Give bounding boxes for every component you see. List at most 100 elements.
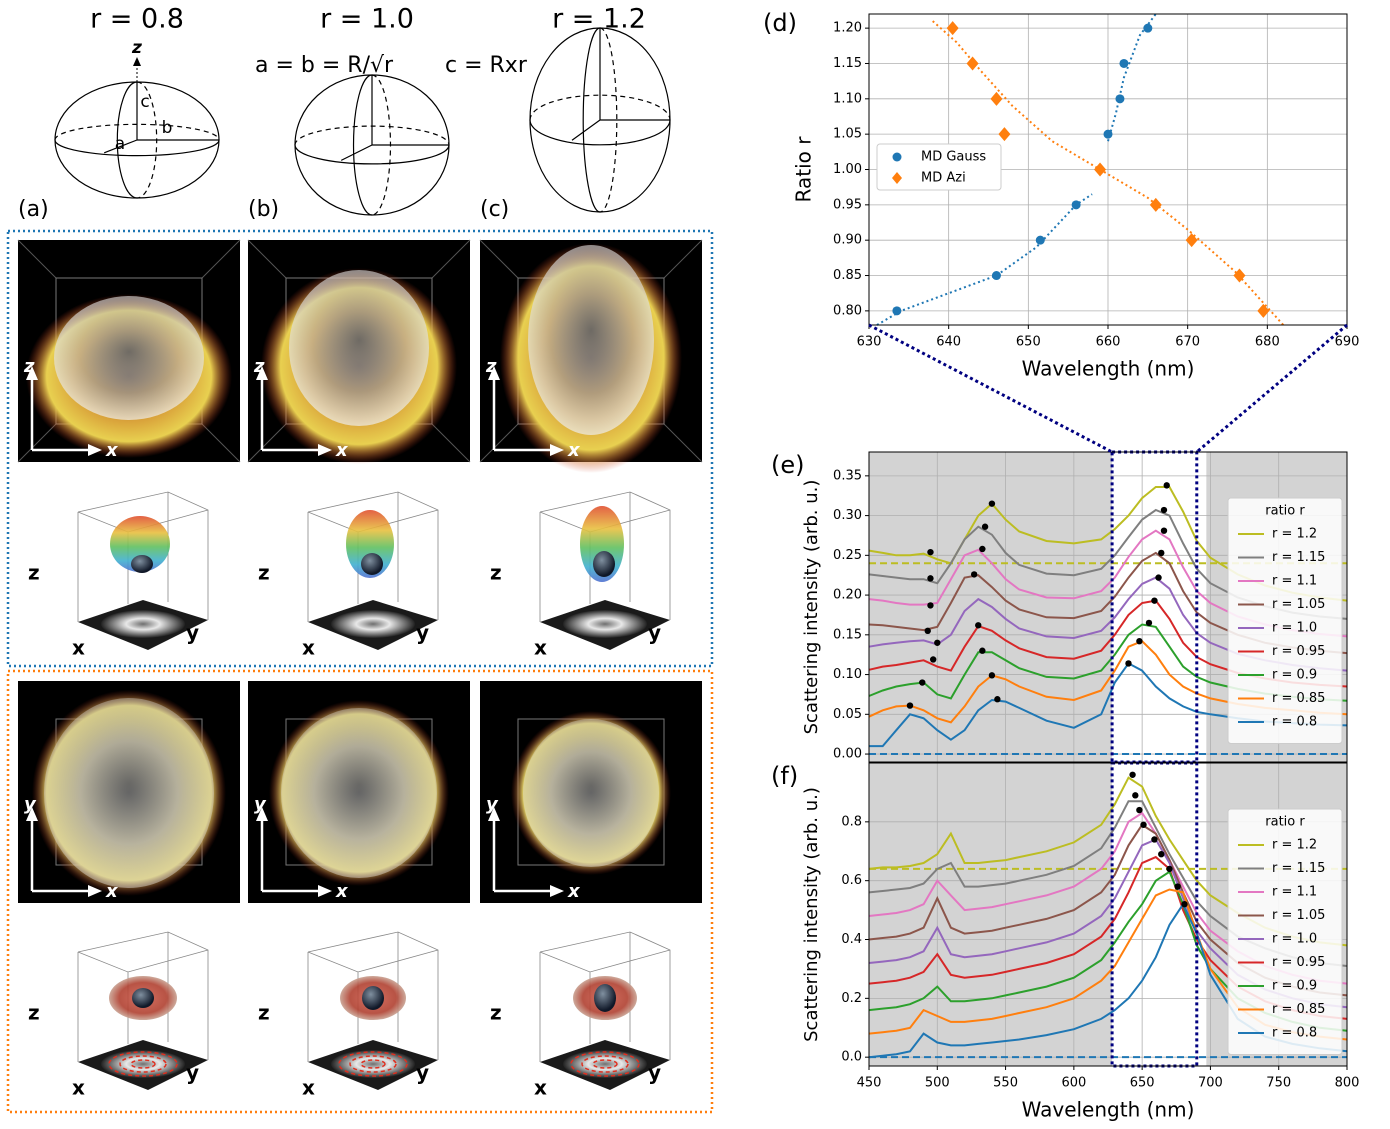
axis-label: y	[254, 794, 267, 815]
peak-dot	[979, 647, 986, 654]
floor-glow	[101, 1050, 185, 1078]
x-tick-label: 630	[857, 335, 882, 350]
core	[132, 988, 154, 1008]
axis-label: y	[486, 794, 499, 815]
current-ring	[119, 1055, 167, 1073]
axis-label: y	[186, 621, 199, 645]
peak-dot	[1160, 527, 1168, 534]
equator-front	[54, 139, 220, 157]
y-tick-label: 0.8	[841, 814, 862, 829]
axis-arrows	[260, 370, 328, 452]
chart-0: 630 640 650 660 670 680 690 0.80 0.85 0.90 0.95 1.0…	[763, 9, 1359, 381]
x-tick-label: 670	[1175, 335, 1200, 350]
ellipsoid-axis-label: c	[140, 92, 149, 112]
marker	[1115, 94, 1125, 104]
ellipsoid-sketch	[294, 74, 450, 216]
floor-glow	[101, 610, 185, 638]
peak-dot	[934, 639, 941, 646]
legend-label: r = 0.85	[1272, 691, 1325, 706]
marker	[1119, 58, 1129, 68]
y-tick-label: 0.05	[833, 707, 862, 722]
legend-label: r = 0.95	[1272, 644, 1325, 659]
marker	[990, 91, 1003, 106]
particle	[44, 698, 214, 888]
marker	[1149, 197, 1162, 212]
curve	[868, 888, 1348, 1041]
y-tick-label: 0.30	[833, 508, 862, 523]
axis-label: x	[302, 636, 315, 660]
y-tick-label: 0.20	[833, 588, 862, 603]
peak-dot	[1140, 821, 1147, 828]
y-tick-label: 0.35	[833, 468, 862, 483]
legend-label: r = 1.15	[1272, 861, 1325, 876]
panel-label: (c)	[480, 197, 509, 222]
panel-title: r = 1.0	[320, 4, 414, 35]
peak-dot	[979, 545, 986, 553]
y-axis-label: Scattering intensity (arb. u.)	[801, 480, 822, 735]
ellipsoid-sketch	[54, 81, 220, 199]
semi-axes	[103, 82, 219, 154]
peak-dot	[981, 523, 989, 530]
marker	[892, 306, 902, 316]
marker	[1185, 233, 1198, 248]
legend-label: r = 1.15	[1272, 550, 1325, 565]
panel-title: r = 0.8	[90, 4, 184, 35]
marker	[1071, 200, 1081, 210]
marker	[1143, 23, 1153, 33]
peak-dot	[1151, 836, 1158, 843]
y-tick-label: 1.20	[833, 21, 862, 36]
peak-dot	[1158, 850, 1165, 858]
floor-glow	[563, 1050, 647, 1078]
x-tick-label: 680	[1255, 335, 1280, 350]
legend-label: MD Azi	[921, 171, 966, 186]
legend-box	[876, 143, 1002, 191]
azi-frame	[6, 669, 714, 1114]
peak-dot	[1151, 597, 1158, 604]
legend-box	[1227, 808, 1343, 1055]
x-axis-label: Wavelength (nm)	[1022, 357, 1195, 381]
curve	[868, 640, 1348, 724]
legend-label: r = 0.85	[1272, 1002, 1325, 1017]
legend-label: r = 0.8	[1272, 715, 1317, 730]
marker	[1233, 268, 1246, 283]
axis-label: z	[28, 561, 40, 585]
curve	[868, 486, 1348, 602]
clear-band	[1112, 763, 1207, 1066]
radiation-lobe	[110, 516, 170, 572]
cube-edges	[77, 931, 209, 1062]
peak-dot	[929, 656, 937, 663]
x-tick-label: 800	[1335, 1076, 1360, 1091]
peak-dot	[924, 627, 931, 635]
cube-edges	[307, 931, 439, 1062]
curve	[868, 800, 1348, 967]
axis-label: z	[485, 356, 497, 377]
arrowheads	[256, 366, 332, 456]
y-tick-label: 0.6	[841, 873, 862, 888]
axis-label: x	[567, 440, 581, 461]
legend-label: r = 0.9	[1272, 979, 1317, 994]
current-ring	[349, 1055, 397, 1073]
marker	[966, 56, 979, 71]
panel-label: (a)	[18, 197, 49, 222]
axis-label: x	[534, 1076, 547, 1100]
curve	[868, 576, 1348, 672]
equator-front	[294, 144, 450, 165]
peak-dot	[919, 679, 926, 686]
gauss-frame	[6, 229, 714, 668]
z-arrowhead	[133, 57, 141, 66]
core	[361, 553, 383, 575]
peak-dot	[927, 548, 934, 556]
y-tick-label: 0.00	[833, 747, 862, 762]
curve	[868, 811, 1348, 985]
legend-label: r = 1.0	[1272, 932, 1317, 947]
x-tick-label: 500	[925, 1076, 950, 1091]
legend-title: ratio r	[1265, 504, 1305, 519]
formula-c: c = Rxr	[445, 53, 528, 78]
axis-arrows	[30, 811, 98, 893]
peak-dot	[994, 696, 1001, 703]
current-ring	[130, 1059, 156, 1069]
legend-label: r = 1.1	[1272, 574, 1317, 589]
particle	[523, 719, 659, 867]
curve	[868, 838, 1348, 1009]
y-tick-label: 0.85	[833, 268, 862, 283]
